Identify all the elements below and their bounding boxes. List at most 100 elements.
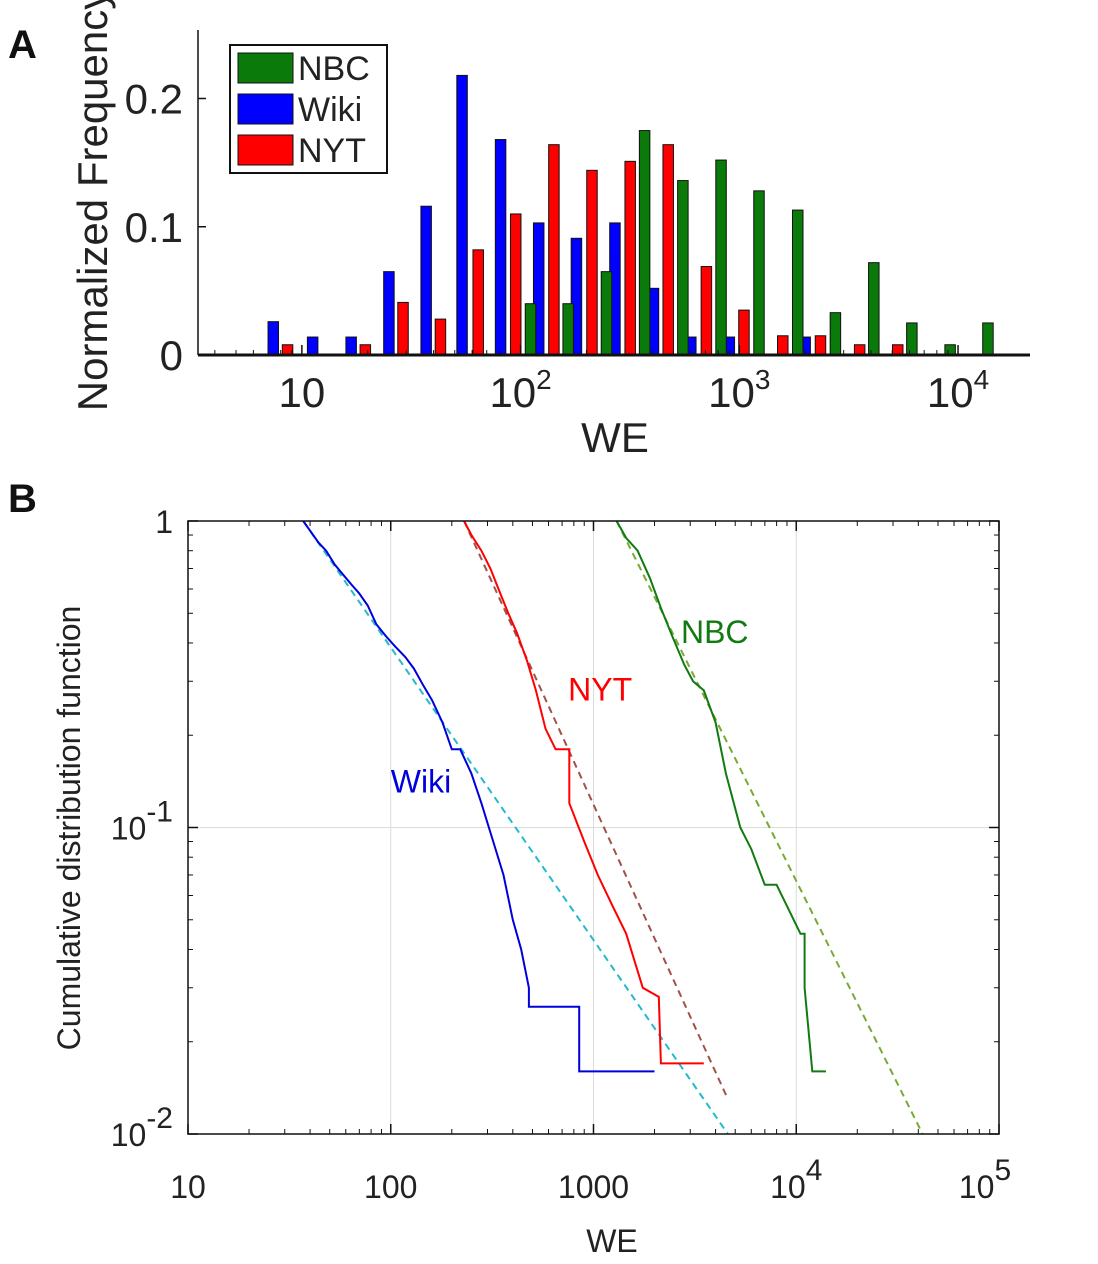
b-x-tick-label-4: 105 <box>959 1154 1011 1205</box>
bar-nbc-10 <box>906 322 918 356</box>
panel-b-minor-ticks <box>188 521 999 1134</box>
panel-b-cdf-lines <box>302 520 826 1073</box>
a-x-tick-label-3-exponent: 4 <box>974 364 990 395</box>
a-x-tick-label-2: 103 <box>708 364 770 416</box>
series-label-nyt: NYT <box>568 671 632 707</box>
b-y-tick-label-0: 1 <box>155 504 173 540</box>
b-x-tick-label-0: 10 <box>170 1169 206 1205</box>
b-x-tick-label-2-base: 1000 <box>558 1169 629 1205</box>
b-x-tick-label-4-exponent: 5 <box>994 1154 1011 1187</box>
bar-nbc-7 <box>792 209 804 356</box>
bar-wiki-2 <box>345 336 357 356</box>
panel-b-series-labels: Wiki NYT NBC <box>391 614 749 800</box>
panel-b-y-label: Cumulative distribution function <box>51 606 87 1051</box>
bar-nyt-6 <box>548 144 560 356</box>
bar-nbc-3 <box>638 130 651 356</box>
bar-nyt-5 <box>509 213 522 356</box>
panel-b-x-ticks: 10 100 1000 104 105 <box>170 521 1011 1205</box>
bar-wiki-0 <box>267 321 280 356</box>
bar-nbc-8 <box>829 312 842 356</box>
b-y-tick-label-1-exponent: -1 <box>146 796 173 829</box>
bar-nyt-10 <box>700 266 713 356</box>
bar-nbc-6 <box>753 190 765 356</box>
legend-swatch-nyt <box>237 134 294 166</box>
cdf-line-nyt <box>463 520 704 1065</box>
b-y-tick-label-2-exponent: -2 <box>146 1102 173 1135</box>
panel-b-x-label: WE <box>586 1223 638 1259</box>
bar-nyt-0 <box>281 344 294 356</box>
panel-b-letter: B <box>8 477 37 521</box>
bar-nbc-12 <box>982 322 994 356</box>
bar-nbc-9 <box>868 262 880 356</box>
a-y-tick-label-0: 0 <box>160 332 183 379</box>
series-label-nbc: NBC <box>681 614 749 650</box>
cdf-line-nbc <box>615 520 826 1073</box>
panel-a: A 10 102 103 104 00.10.2 WE Normalized Freq… <box>8 0 1030 461</box>
bar-nyt-12 <box>777 335 789 356</box>
bar-nbc-0 <box>524 303 537 356</box>
bar-wiki-4 <box>420 205 432 356</box>
bar-wiki-6 <box>494 139 507 356</box>
bar-nyt-8 <box>624 160 636 356</box>
b-y-tick-label-2-base: 10 <box>111 1117 147 1153</box>
bar-nyt-11 <box>738 309 750 356</box>
legend-label-nbc: NBC <box>298 50 370 88</box>
bar-nyt-13 <box>814 335 827 356</box>
a-x-tick-label-3: 104 <box>927 364 989 416</box>
b-y-tick-label-2: 10-2 <box>111 1102 173 1153</box>
a-y-tick-label-1: 0.1 <box>125 204 183 251</box>
a-x-tick-label-1: 102 <box>489 364 551 416</box>
a-x-tick-label-2-base: 10 <box>708 369 755 416</box>
bar-nyt-7 <box>586 169 598 356</box>
panel-a-x-label: WE <box>581 414 649 461</box>
bar-nbc-11 <box>944 344 956 356</box>
bar-nyt-4 <box>472 249 484 356</box>
cdf-line-wiki <box>302 520 655 1073</box>
bar-wiki-5 <box>456 74 468 356</box>
legend-label-wiki: Wiki <box>298 91 362 129</box>
b-y-tick-label-0-base: 1 <box>155 504 173 540</box>
b-y-tick-label-1: 10-1 <box>111 796 173 847</box>
a-x-tick-label-1-exponent: 2 <box>536 364 552 395</box>
b-x-tick-label-4-base: 10 <box>959 1169 995 1205</box>
panel-a-y-label: Normalized Frequency <box>69 0 116 411</box>
b-y-tick-label-1-base: 10 <box>111 811 147 847</box>
b-x-tick-label-3-exponent: 4 <box>806 1154 823 1187</box>
legend-swatch-wiki <box>237 93 294 125</box>
bar-wiki-3 <box>383 271 395 356</box>
series-label-wiki: Wiki <box>391 764 451 800</box>
b-x-tick-label-3-base: 10 <box>770 1169 806 1205</box>
panel-a-letter: A <box>8 23 37 67</box>
panel-a-x-ticks: 10 102 103 104 <box>214 345 989 416</box>
a-x-tick-label-1-base: 10 <box>489 369 536 416</box>
bar-nyt-14 <box>853 344 866 356</box>
wiki-fit-line <box>302 520 729 1135</box>
b-x-tick-label-0-base: 10 <box>170 1169 206 1205</box>
bar-nbc-2 <box>600 271 613 356</box>
legend-label-nyt: NYT <box>298 132 366 170</box>
bar-nbc-5 <box>715 159 727 356</box>
a-x-tick-label-0: 10 <box>279 369 326 416</box>
bar-nyt-1 <box>359 344 372 356</box>
a-x-tick-label-2-exponent: 3 <box>755 364 771 395</box>
b-x-tick-label-3: 104 <box>770 1154 822 1205</box>
bar-nyt-15 <box>891 344 904 356</box>
a-x-tick-label-3-base: 10 <box>927 369 974 416</box>
a-x-tick-label-0-base: 10 <box>279 369 326 416</box>
bar-nyt-2 <box>397 301 409 356</box>
panel-a-legend: NBC Wiki NYT <box>229 44 388 174</box>
panel-b-grid <box>188 521 999 1134</box>
panel-b-y-ticks: 110-110-2 <box>111 504 999 1153</box>
panel-a-bars <box>267 74 994 356</box>
bar-nyt-9 <box>662 144 674 356</box>
nyt-fit-line <box>463 520 729 1100</box>
b-x-tick-label-1: 100 <box>364 1169 417 1205</box>
bar-nyt-3 <box>434 318 447 356</box>
b-x-tick-label-1-base: 100 <box>364 1169 417 1205</box>
panel-a-y-ticks: 0 0.1 0.2 <box>125 76 206 379</box>
bar-wiki-1 <box>306 336 319 356</box>
a-y-tick-label-2: 0.2 <box>125 76 183 123</box>
legend-swatch-nbc <box>237 52 294 84</box>
